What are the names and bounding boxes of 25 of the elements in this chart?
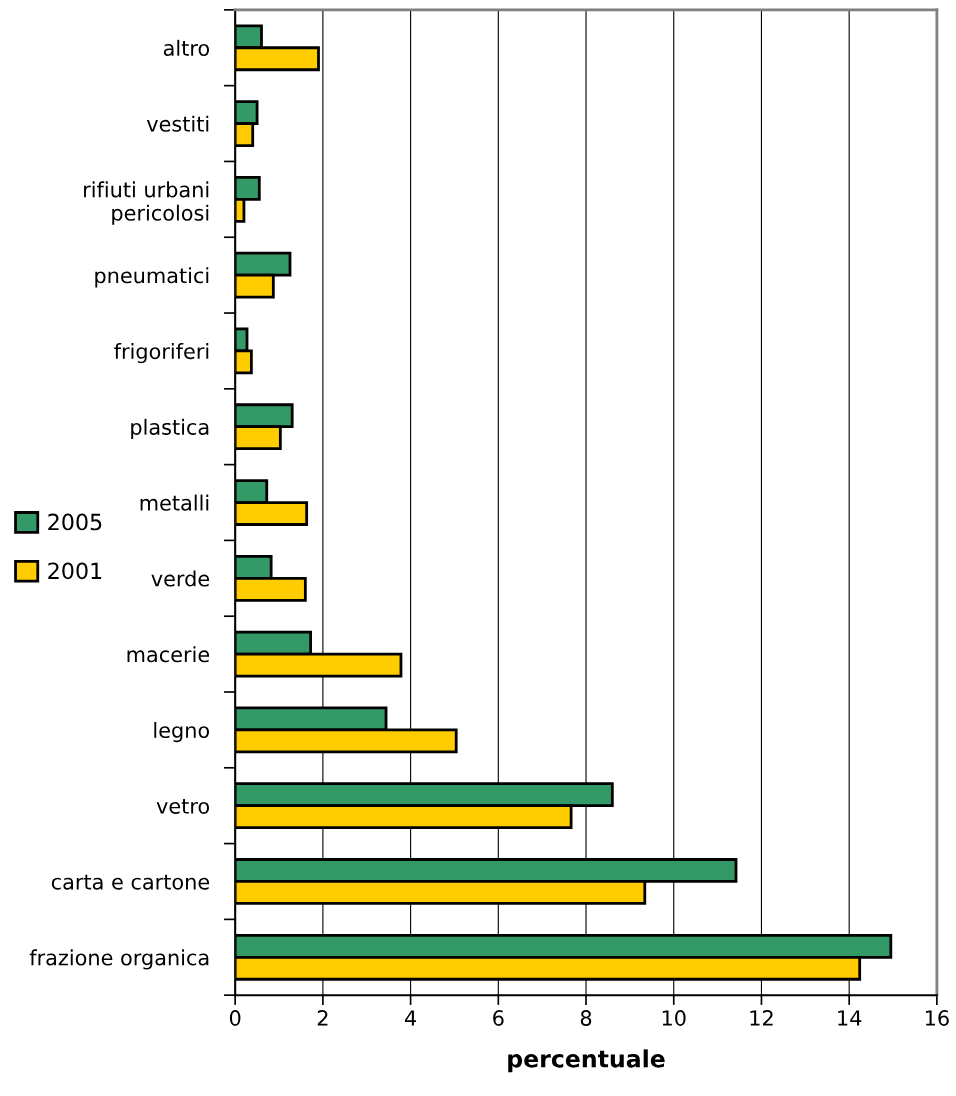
x-axis-title: percentuale xyxy=(508,1049,665,1073)
x-tick-label: 8 xyxy=(580,1010,592,1026)
x-tick-label: 2 xyxy=(317,1010,328,1026)
y-tick-label: legno xyxy=(154,721,210,743)
y-tick-label: frazione organica xyxy=(29,949,209,970)
y-tick-label: vestiti xyxy=(146,115,209,132)
y-tick-label: metalli xyxy=(140,494,209,511)
x-tick-label: 10 xyxy=(662,1010,686,1026)
y-tick-label: rifiuti urbani pericolosi xyxy=(84,181,209,225)
x-tick-label: 0 xyxy=(229,1010,241,1026)
y-tick-label: macerie xyxy=(127,646,210,663)
y-tick-label: verde xyxy=(151,570,210,587)
y-tick-label: altro xyxy=(163,39,210,56)
x-tick-label: 12 xyxy=(750,1010,773,1026)
y-tick-label: carta e cartone xyxy=(51,874,210,890)
y-tick-label: frigoriferi xyxy=(114,343,209,364)
x-tick-label: 16 xyxy=(925,1010,949,1026)
legend-label: 2001 xyxy=(48,562,102,580)
legend-label: 2005 xyxy=(48,513,102,531)
y-tick-label: plastica xyxy=(131,418,209,439)
x-tick-label: 14 xyxy=(838,1010,862,1026)
x-tick-label: 6 xyxy=(493,1010,504,1026)
x-tick-label: 4 xyxy=(404,1010,417,1026)
y-tick-label: vetro xyxy=(156,798,210,814)
y-tick-label: pneumatici xyxy=(95,267,209,288)
